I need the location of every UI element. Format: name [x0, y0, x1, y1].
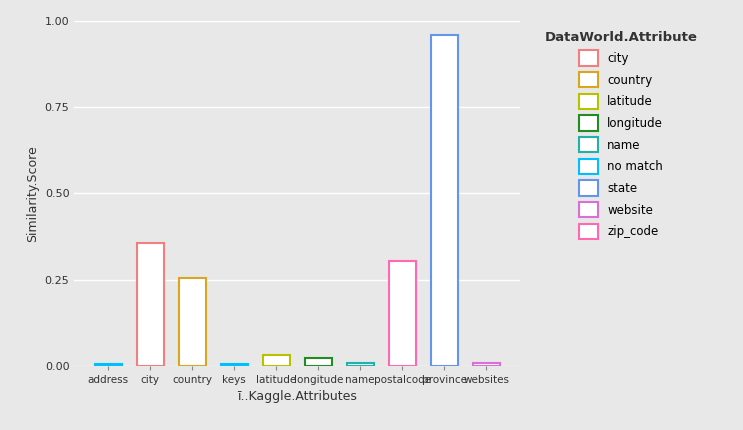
- Bar: [178, 278, 206, 366]
- Bar: [430, 35, 458, 366]
- Bar: [262, 355, 290, 366]
- Bar: [305, 358, 332, 366]
- Bar: [473, 363, 500, 366]
- Legend: city, country, latitude, longitude, name, no match, state, website, zip_code: city, country, latitude, longitude, name…: [541, 28, 701, 243]
- X-axis label: ī..Kaggle.Attributes: ī..Kaggle.Attributes: [237, 390, 357, 403]
- Bar: [137, 243, 164, 366]
- Bar: [221, 364, 248, 366]
- Bar: [346, 363, 374, 366]
- Y-axis label: Similarity.Score: Similarity.Score: [26, 145, 39, 242]
- Bar: [389, 261, 416, 366]
- Bar: [94, 364, 122, 366]
